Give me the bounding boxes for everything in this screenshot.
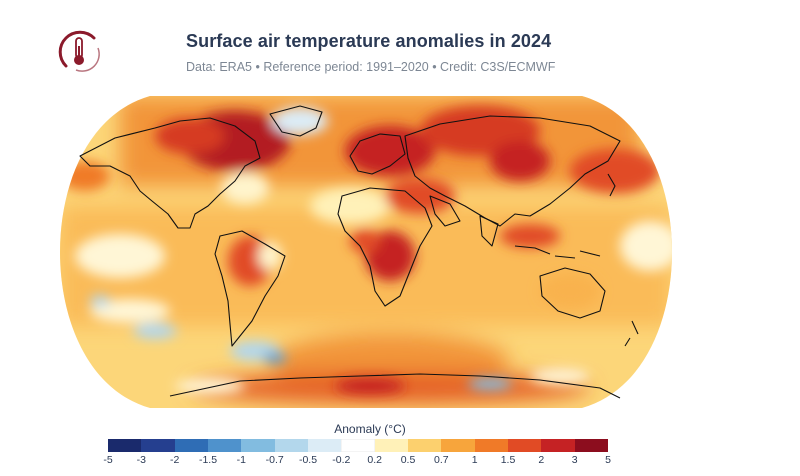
legend-tick-label: -1: [236, 454, 246, 466]
legend-tick-label: -5: [103, 454, 113, 466]
legend-tick-label: -3: [136, 454, 146, 466]
legend-color-cell: [341, 439, 375, 452]
legend-tick-label: -1.5: [198, 454, 218, 466]
thermometer-sun-icon: [58, 30, 100, 72]
legend-color-cell: [307, 439, 342, 452]
legend-tick-label: 1: [471, 454, 478, 466]
legend-color-cell: [507, 439, 542, 452]
legend-color-cell: [241, 439, 275, 452]
legend-tick-label: 2: [538, 454, 545, 466]
legend-color-cell: [441, 439, 475, 452]
legend-color-cell: [174, 439, 208, 452]
legend-colorbar: [108, 439, 608, 452]
anomaly-field: [60, 96, 672, 408]
legend-color-cell: [474, 439, 508, 452]
legend-color-cell: [274, 439, 308, 452]
legend-color-cell: [141, 439, 175, 452]
legend-tick-label: -0.5: [298, 454, 318, 466]
legend-tick-label: -2: [169, 454, 180, 466]
map-title: Surface air temperature anomalies in 202…: [186, 31, 552, 51]
coastlines: [79, 105, 639, 399]
legend-tick-label: 1.5: [500, 454, 516, 466]
map-subtitle: Data: ERA5 • Reference period: 1991–2020…: [186, 60, 556, 74]
legend-tick-label: 0.7: [434, 454, 449, 466]
legend-color-cell: [541, 439, 575, 452]
legend-color-cell: [207, 439, 242, 452]
legend-ticks: -5 -3 -2 -1.5 -1 -0.7 -0.5 -0.2 0.2 0.5 0.7 1 1.5 2 3 5: [103, 454, 611, 470]
legend-color-cell: [407, 439, 442, 452]
legend-tick-label: 3: [571, 454, 578, 466]
legend-tick-label: 0.5: [400, 454, 416, 466]
anomaly-map: [60, 96, 672, 408]
legend-tick-label: 0.2: [367, 454, 382, 466]
legend-tick-label: -0.7: [265, 454, 284, 466]
legend-tick-label: 5: [605, 454, 611, 466]
legend-color-cell: [574, 439, 608, 452]
legend-color-cell: [108, 439, 142, 452]
legend-tick-label: -0.2: [332, 454, 351, 466]
legend-title: Anomaly (°C): [334, 422, 406, 436]
legend-color-cell: [374, 439, 408, 452]
